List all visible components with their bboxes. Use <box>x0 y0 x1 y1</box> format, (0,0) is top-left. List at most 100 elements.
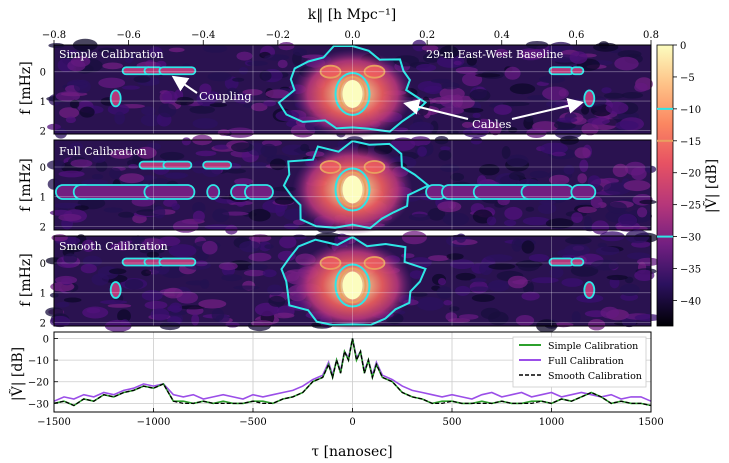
panel-label-simple: Simple Calibration <box>59 48 164 61</box>
heatmap-texture <box>274 196 294 205</box>
contour-level <box>338 75 367 112</box>
heatmap-texture <box>621 92 644 99</box>
heatmap-texture <box>463 126 489 138</box>
x-tick-label: 1000 <box>539 417 564 428</box>
panel-label-baseline: 29-m East-West Baseline <box>426 48 563 61</box>
heatmap-texture <box>453 60 462 66</box>
heatmap-texture <box>394 127 409 132</box>
heatmap-texture <box>570 264 599 277</box>
contour-level <box>319 256 342 270</box>
contour-level <box>338 171 367 208</box>
heatmap-texture <box>601 87 612 94</box>
heatmap-texture <box>401 253 415 259</box>
top-axis-ticks: −0.8 −0.6 −0.4 −0.2 0.0 0.2 0.4 0.6 0.8 <box>42 30 659 45</box>
heatmap-texture <box>583 216 593 230</box>
heatmap-texture <box>546 100 567 108</box>
y-tick-label: −10 <box>28 356 49 367</box>
heatmap-texture <box>247 263 268 271</box>
heatmap-texture <box>63 297 82 303</box>
contour-level <box>363 160 386 174</box>
heatmap-texture <box>581 122 599 136</box>
side-lobe <box>321 65 340 78</box>
heatmap-texture <box>232 77 245 82</box>
colorbar-tick-label: 0 <box>680 41 686 52</box>
heatmap-texture <box>612 163 629 178</box>
heatmap-texture <box>49 315 71 328</box>
contour-level <box>570 66 585 76</box>
y-tick-label: 2 <box>40 126 46 137</box>
heatmap-texture <box>109 268 127 275</box>
heatmap-texture <box>526 128 547 138</box>
panel-label-full: Full Calibration <box>59 145 147 158</box>
heatmap-texture <box>212 208 230 223</box>
heatmap-texture <box>140 114 162 127</box>
heatmap-texture <box>439 87 465 101</box>
heatmap-texture <box>401 230 427 245</box>
heatmap-texture <box>250 320 273 327</box>
heatmap-texture <box>239 240 261 253</box>
heatmap-texture <box>114 111 125 125</box>
heatmap-texture <box>98 47 117 53</box>
contour-level <box>363 256 386 270</box>
x-tick-label: 1500 <box>638 417 663 428</box>
y-tick-label: 1 <box>40 97 46 108</box>
heatmap-texture <box>569 51 588 64</box>
heatmap-texture <box>501 146 511 159</box>
heatmap-texture <box>471 294 495 302</box>
side-lobe <box>365 65 384 78</box>
heatmap-texture <box>539 75 566 84</box>
heatmap-texture <box>593 42 619 52</box>
legend-entry-full: Full Calibration <box>548 356 624 367</box>
heatmap-texture <box>191 314 200 326</box>
heatmap-texture <box>189 105 215 114</box>
heatmap-texture <box>463 107 484 113</box>
contour-level <box>202 160 233 170</box>
heatmap-texture <box>579 159 589 173</box>
ylabel-simple: f [mHz] <box>18 61 34 114</box>
heatmap-texture <box>472 112 481 118</box>
heatmap-texture <box>277 250 296 262</box>
y-tick-label: 1 <box>40 193 46 204</box>
heatmap-texture <box>591 220 609 235</box>
heatmap-texture <box>455 233 467 243</box>
heatmap-texture <box>440 164 460 173</box>
heatmap-texture <box>515 315 535 326</box>
heatmap-texture <box>69 142 84 150</box>
contour-level <box>338 267 367 304</box>
heatmap-texture <box>455 66 478 74</box>
contour-level <box>583 89 596 108</box>
contour-level <box>158 66 197 76</box>
central-peak <box>342 175 363 204</box>
contour-level <box>570 184 597 200</box>
side-lobe <box>321 257 340 269</box>
heatmap-texture <box>563 165 575 175</box>
colorbar-tick-label: −35 <box>680 265 701 276</box>
x-tick-label: −1000 <box>137 417 171 428</box>
heatmap-texture <box>192 118 218 129</box>
heatmap-texture <box>539 200 556 205</box>
heatmap-texture <box>506 154 529 168</box>
heatmap-texture <box>74 205 89 211</box>
heatmap-texture <box>192 202 206 214</box>
heatmap-texture <box>493 104 512 115</box>
heatmap-texture <box>393 55 420 67</box>
heatmap-texture <box>159 151 185 161</box>
heatmap-texture <box>600 177 619 184</box>
heatmap-texture <box>263 100 277 107</box>
heatmap-texture <box>204 224 232 230</box>
top-tick-label: 0.8 <box>643 30 659 41</box>
heatmap-texture <box>600 306 620 319</box>
heatmap-texture <box>98 77 126 89</box>
heatmap-texture <box>81 239 96 252</box>
heatmap-texture <box>207 72 232 82</box>
heatmap-texture <box>542 86 569 101</box>
heatmap-texture <box>267 284 284 296</box>
y-tick-label: 0 <box>40 259 46 270</box>
heatmap-texture <box>528 254 550 262</box>
heatmap-texture <box>168 47 185 53</box>
heatmap-texture <box>121 85 140 90</box>
contour-level <box>158 257 197 267</box>
cables-arrow-left <box>403 99 469 120</box>
heatmap-texture <box>264 244 274 250</box>
heatmap-texture <box>247 60 268 66</box>
